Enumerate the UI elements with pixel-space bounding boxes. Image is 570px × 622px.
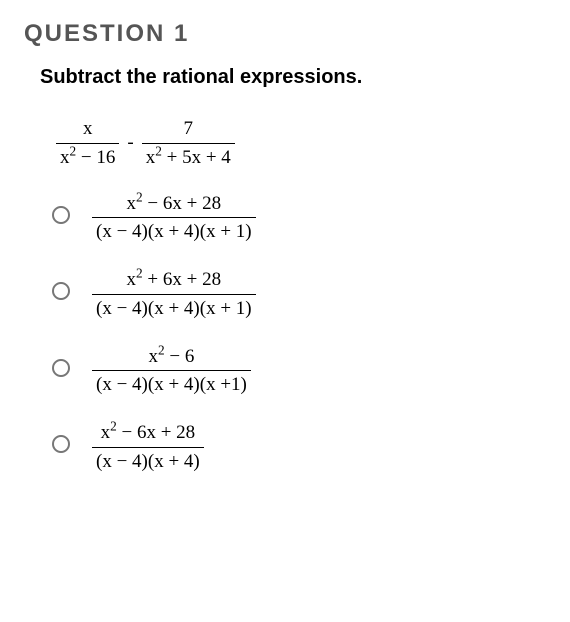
problem-fraction-2: 7 x2 + 5x + 4 <box>142 117 235 170</box>
question-title: QUESTION 1 <box>24 20 546 48</box>
question-prompt: Subtract the rational expressions. <box>40 66 546 89</box>
option-3[interactable]: x2 − 6 (x − 4)(x + 4)(x +1) <box>52 345 546 398</box>
problem-expression: x x2 − 16 - 7 x2 + 5x + 4 <box>56 117 546 170</box>
radio-icon[interactable] <box>52 282 70 300</box>
frac1-numerator: x <box>79 117 97 143</box>
problem-fraction-1: x x2 − 16 <box>56 117 119 170</box>
option-2[interactable]: x2 + 6x + 28 (x − 4)(x + 4)(x + 1) <box>52 268 546 321</box>
options-group: x2 − 6x + 28 (x − 4)(x + 4)(x + 1) x2 + … <box>52 192 546 474</box>
minus-operator: - <box>119 132 141 154</box>
option-denominator: (x − 4)(x + 4) <box>92 447 204 474</box>
option-numerator: x2 − 6x + 28 <box>97 421 200 447</box>
option-numerator: x2 − 6 <box>144 345 198 371</box>
option-denominator: (x − 4)(x + 4)(x + 1) <box>92 294 256 321</box>
radio-icon[interactable] <box>52 359 70 377</box>
option-fraction: x2 − 6 (x − 4)(x + 4)(x +1) <box>92 345 251 398</box>
frac2-denominator: x2 + 5x + 4 <box>142 143 235 170</box>
option-denominator: (x − 4)(x + 4)(x + 1) <box>92 217 256 244</box>
radio-icon[interactable] <box>52 435 70 453</box>
option-fraction: x2 + 6x + 28 (x − 4)(x + 4)(x + 1) <box>92 268 256 321</box>
frac1-denominator: x2 − 16 <box>56 143 119 170</box>
option-fraction: x2 − 6x + 28 (x − 4)(x + 4) <box>92 421 204 474</box>
option-denominator: (x − 4)(x + 4)(x +1) <box>92 370 251 397</box>
option-fraction: x2 − 6x + 28 (x − 4)(x + 4)(x + 1) <box>92 192 256 245</box>
option-numerator: x2 + 6x + 28 <box>123 268 226 294</box>
option-4[interactable]: x2 − 6x + 28 (x − 4)(x + 4) <box>52 421 546 474</box>
option-numerator: x2 − 6x + 28 <box>123 192 226 218</box>
option-1[interactable]: x2 − 6x + 28 (x − 4)(x + 4)(x + 1) <box>52 192 546 245</box>
radio-icon[interactable] <box>52 206 70 224</box>
frac2-numerator: 7 <box>180 117 198 143</box>
